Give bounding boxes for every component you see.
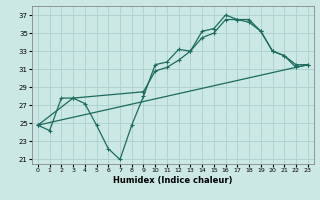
X-axis label: Humidex (Indice chaleur): Humidex (Indice chaleur) [113,176,233,185]
